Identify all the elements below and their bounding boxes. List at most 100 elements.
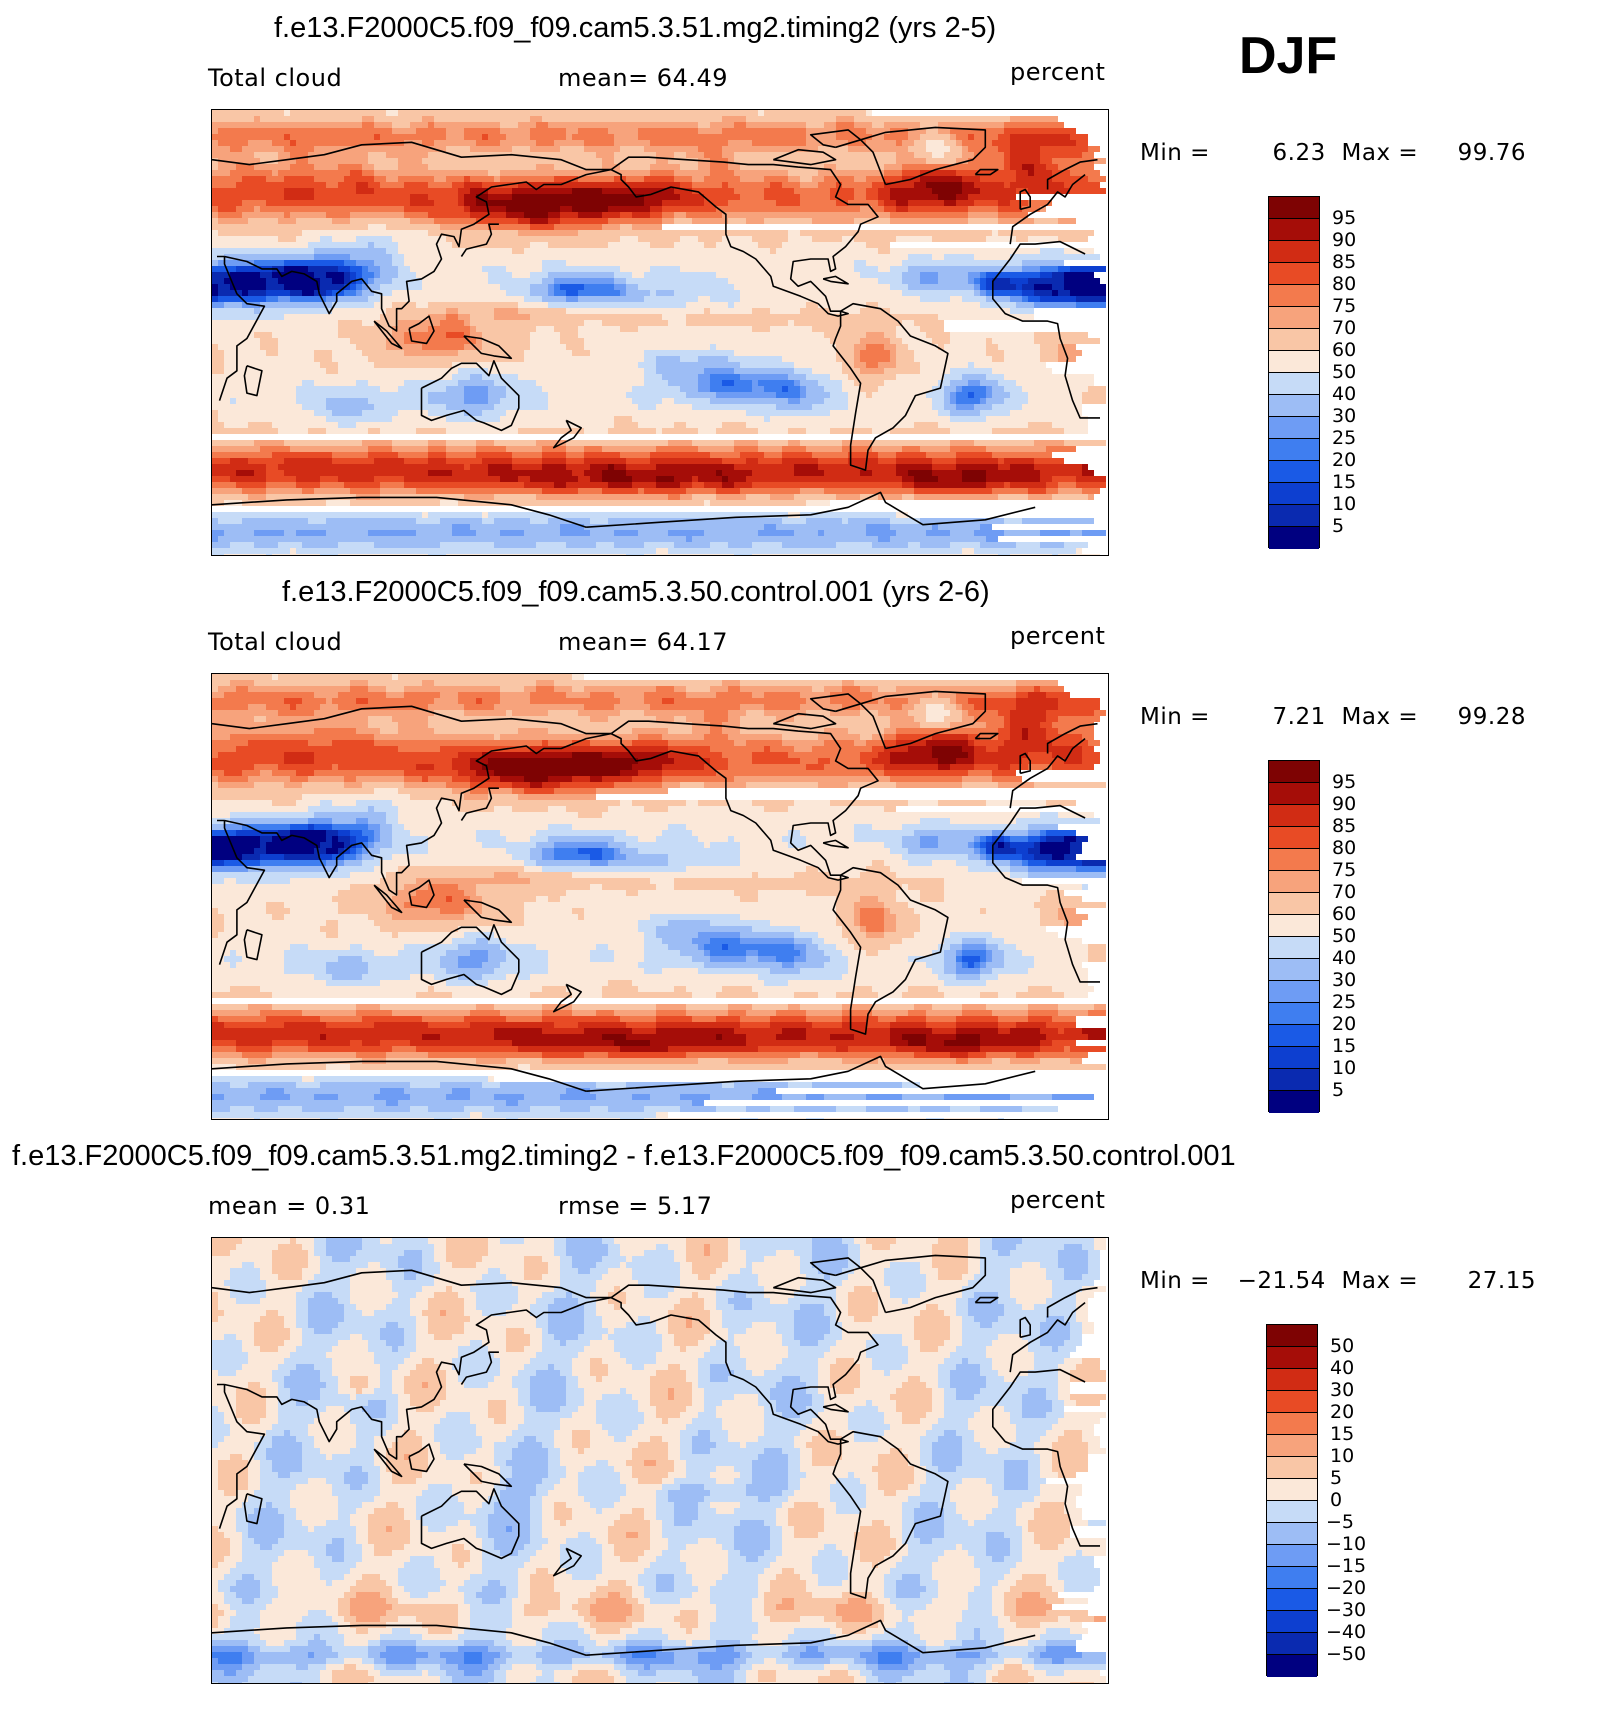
field-cell bbox=[248, 1514, 284, 1520]
field-cell bbox=[680, 194, 704, 200]
field-cell bbox=[776, 200, 800, 206]
field-cell bbox=[794, 962, 824, 968]
field-cell bbox=[704, 1250, 710, 1256]
field-cell bbox=[800, 968, 848, 974]
field-cell bbox=[956, 704, 962, 710]
field-cell bbox=[218, 1406, 236, 1412]
field-cell bbox=[752, 380, 758, 386]
field-cell bbox=[668, 440, 692, 446]
field-cell bbox=[458, 974, 482, 980]
field-cell bbox=[380, 830, 392, 836]
field-cell bbox=[962, 950, 986, 956]
field-cell bbox=[842, 386, 860, 392]
field-cell bbox=[512, 1526, 530, 1532]
field-cell bbox=[626, 1022, 656, 1028]
field-cell bbox=[788, 1058, 842, 1064]
field-cell bbox=[794, 380, 800, 386]
field-cell bbox=[230, 734, 374, 740]
field-cell bbox=[644, 1250, 674, 1256]
field-cell bbox=[308, 1316, 344, 1322]
field-cell bbox=[872, 1010, 908, 1016]
field-cell bbox=[212, 1394, 236, 1400]
field-cell bbox=[1040, 1040, 1052, 1046]
field-cell bbox=[476, 884, 590, 890]
field-cell bbox=[782, 386, 788, 392]
field-cell bbox=[860, 1364, 872, 1370]
field-cell bbox=[968, 1304, 1004, 1310]
field-cell bbox=[584, 470, 602, 476]
field-cell bbox=[1028, 170, 1034, 176]
field-cell bbox=[848, 1250, 860, 1256]
field-cell bbox=[470, 902, 482, 908]
field-cell bbox=[920, 272, 938, 278]
field-cell bbox=[224, 254, 314, 260]
field-cell bbox=[584, 704, 614, 710]
field-cell bbox=[428, 1316, 470, 1322]
field-cell bbox=[674, 1502, 698, 1508]
field-cell bbox=[1004, 152, 1010, 158]
field-cell bbox=[284, 1358, 332, 1364]
field-cell bbox=[986, 386, 992, 392]
field-cell bbox=[836, 350, 854, 356]
field-cell bbox=[902, 1526, 914, 1532]
colorbar-segment bbox=[1269, 307, 1319, 329]
field-cell bbox=[896, 470, 908, 476]
field-cell bbox=[944, 938, 962, 944]
field-cell bbox=[866, 392, 872, 398]
field-cell bbox=[620, 1388, 626, 1394]
field-cell bbox=[212, 1268, 230, 1274]
field-cell bbox=[680, 1106, 716, 1112]
coastline bbox=[610, 156, 879, 317]
field-cell bbox=[986, 482, 1004, 488]
field-cell bbox=[824, 1514, 902, 1520]
field-cell bbox=[236, 746, 398, 752]
field-cell bbox=[914, 1472, 926, 1478]
field-cell bbox=[914, 356, 992, 362]
field-cell bbox=[1070, 266, 1106, 272]
field-cell bbox=[212, 1418, 224, 1424]
field-cell bbox=[884, 1268, 920, 1274]
field-cell bbox=[542, 1532, 578, 1538]
field-cell bbox=[230, 1544, 242, 1550]
field-cell bbox=[686, 1004, 728, 1010]
field-cell bbox=[212, 1538, 230, 1544]
field-cell bbox=[848, 1304, 878, 1310]
field-cell bbox=[662, 1478, 674, 1484]
field-cell bbox=[866, 1340, 902, 1346]
field-cell bbox=[284, 950, 374, 956]
field-cell bbox=[668, 158, 698, 164]
field-cell bbox=[956, 458, 998, 464]
field-cell bbox=[650, 164, 680, 170]
field-cell bbox=[902, 1082, 920, 1088]
field-cell bbox=[212, 488, 242, 494]
field-cell bbox=[800, 230, 992, 236]
field-cell bbox=[314, 848, 326, 854]
field-cell bbox=[650, 452, 710, 458]
field-cell bbox=[596, 1298, 608, 1304]
field-cell bbox=[278, 764, 332, 770]
field-cell bbox=[932, 1262, 968, 1268]
field-cell bbox=[326, 1478, 344, 1484]
field-cell bbox=[1058, 1376, 1070, 1382]
field-cell bbox=[1040, 1490, 1082, 1496]
field-cell bbox=[716, 494, 746, 500]
field-cell bbox=[1040, 272, 1052, 278]
field-cell bbox=[944, 1520, 968, 1526]
field-cell bbox=[1016, 944, 1088, 950]
field-cell bbox=[878, 1310, 920, 1316]
field-cell bbox=[512, 452, 542, 458]
field-cell bbox=[1028, 422, 1052, 428]
field-cell bbox=[1052, 1442, 1088, 1448]
field-cell bbox=[956, 1058, 968, 1064]
field-cell bbox=[434, 176, 446, 182]
field-cell bbox=[608, 206, 650, 212]
field-cell bbox=[644, 1418, 662, 1424]
field-cell bbox=[212, 554, 224, 555]
field-cell bbox=[962, 1448, 986, 1454]
field-cell bbox=[776, 1010, 806, 1016]
field-cell bbox=[476, 830, 500, 836]
field-cell bbox=[818, 1388, 836, 1394]
field-cell bbox=[956, 962, 962, 968]
field-cell bbox=[740, 722, 890, 728]
field-cell bbox=[368, 356, 524, 362]
